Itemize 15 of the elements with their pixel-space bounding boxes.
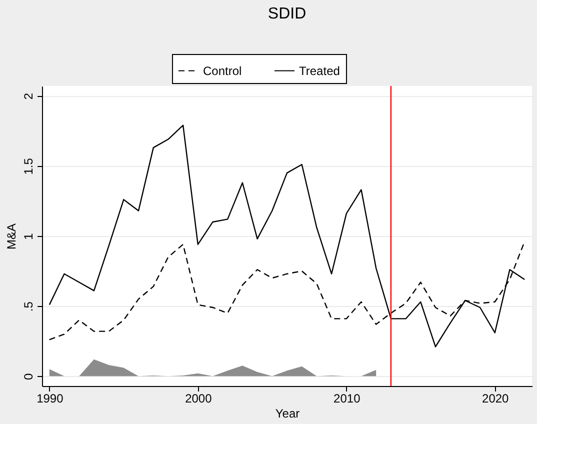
y-tick-label: .5 [22,301,36,312]
y-tick-label: 2 [22,92,36,100]
y-tick-label: 1 [22,232,36,240]
x-tick-label: 2000 [185,392,212,406]
legend-label: Control [203,64,242,78]
x-axis-title: Year [275,406,300,420]
line-series [48,124,526,348]
y-tick-label: 1.5 [22,158,36,175]
chart-title: SDID [268,6,306,22]
y-tick-label: 0 [22,373,36,380]
x-tick-label: 2020 [482,392,510,406]
x-tick-label: 2010 [334,392,361,406]
x-tick-label: 1990 [36,392,64,406]
legend-label: Treated [299,64,340,78]
y-axis-title: M&A [4,223,18,250]
